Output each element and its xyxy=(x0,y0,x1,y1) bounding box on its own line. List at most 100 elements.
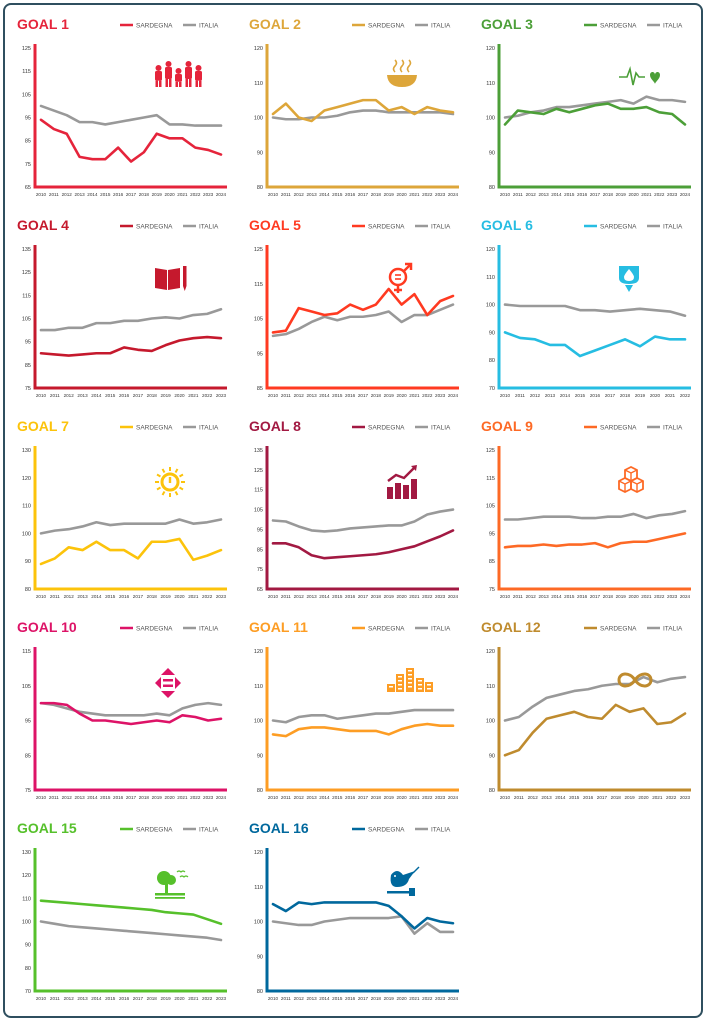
chart-title: GOAL 5 xyxy=(249,217,301,233)
chart-panel-goal-5: GOAL 5 SARDEGNA ITALIA 85 95 105 115 125 2010 201… xyxy=(247,216,479,406)
x-tick-label: 2019 xyxy=(384,996,395,1001)
chart-svg-goal-7: GOAL 7 SARDEGNA ITALIA 80 90 100 110 120 130 2010… xyxy=(17,418,227,599)
x-tick-label: 2017 xyxy=(358,594,369,599)
x-tick-label: 2017 xyxy=(358,393,369,398)
cubes-icon xyxy=(618,465,644,494)
book-pencil-icon xyxy=(155,266,187,291)
chart-title: GOAL 12 xyxy=(481,619,541,635)
legend-label-sardegna: SARDEGNA xyxy=(368,22,405,29)
x-tick-label: 2019 xyxy=(384,393,395,398)
y-tick-label: 135 xyxy=(254,448,263,454)
x-tick-label: 2012 xyxy=(294,393,305,398)
x-tick-label: 2019 xyxy=(152,192,163,197)
y-tick-label: 110 xyxy=(22,504,31,510)
y-tick-label: 120 xyxy=(22,873,31,879)
x-tick-label: 2020 xyxy=(628,192,639,197)
chart-legend: SARDEGNA ITALIA xyxy=(584,625,683,632)
x-tick-label: 2014 xyxy=(555,795,566,800)
chart-legend: SARDEGNA ITALIA xyxy=(584,223,683,230)
x-tick-label: 2024 xyxy=(448,996,459,1001)
chart-legend: SARDEGNA ITALIA xyxy=(352,826,451,833)
series-line-italia xyxy=(271,914,455,935)
y-tick-label: 125 xyxy=(22,270,31,276)
x-tick-label: 2023 xyxy=(216,594,227,599)
x-tick-label: 2018 xyxy=(611,795,622,800)
x-tick-label: 2023 xyxy=(203,192,214,197)
x-tick-label: 2011 xyxy=(281,795,291,800)
chart-legend: SARDEGNA ITALIA xyxy=(584,22,683,29)
x-tick-label: 2014 xyxy=(319,192,330,197)
legend-label-italia: ITALIA xyxy=(431,223,451,230)
chart-legend: SARDEGNA ITALIA xyxy=(120,826,219,833)
x-tick-label: 2013 xyxy=(306,795,317,800)
x-tick-label: 2021 xyxy=(188,594,199,599)
x-tick-label: 2018 xyxy=(139,192,150,197)
x-tick-label: 2022 xyxy=(190,192,201,197)
x-tick-label: 2024 xyxy=(216,192,227,197)
x-tick-label: 2016 xyxy=(113,795,124,800)
y-tick-label: 80 xyxy=(25,966,31,972)
y-tick-label: 105 xyxy=(22,92,31,98)
x-tick-label: 2011 xyxy=(513,594,523,599)
x-tick-label: 2024 xyxy=(680,594,691,599)
y-tick-label: 85 xyxy=(25,363,31,369)
x-tick-label: 2019 xyxy=(616,192,627,197)
y-tick-label: 105 xyxy=(22,684,31,690)
legend-label-sardegna: SARDEGNA xyxy=(600,22,637,29)
chart-legend: SARDEGNA ITALIA xyxy=(120,625,219,632)
x-tick-label: 2012 xyxy=(62,795,73,800)
x-tick-label: 2012 xyxy=(294,795,305,800)
x-tick-label: 2017 xyxy=(126,192,137,197)
x-tick-label: 2014 xyxy=(87,795,98,800)
x-tick-label: 2011 xyxy=(515,393,525,398)
y-tick-label: 65 xyxy=(257,587,263,593)
x-tick-label: 2017 xyxy=(133,393,144,398)
x-tick-label: 2020 xyxy=(174,996,185,1001)
y-tick-label: 80 xyxy=(257,788,263,794)
x-tick-label: 2022 xyxy=(666,795,677,800)
x-tick-label: 2011 xyxy=(281,393,291,398)
chart-svg-goal-4: GOAL 4 SARDEGNA ITALIA 75 85 95 105 115 125 135 20… xyxy=(17,217,227,398)
x-tick-label: 2013 xyxy=(77,594,88,599)
y-tick-label: 110 xyxy=(254,684,263,690)
x-tick-label: 2017 xyxy=(358,996,369,1001)
x-tick-label: 2023 xyxy=(435,393,446,398)
x-tick-label: 2011 xyxy=(49,795,59,800)
x-tick-label: 2010 xyxy=(268,996,279,1001)
x-tick-label: 2015 xyxy=(332,594,343,599)
x-tick-label: 2013 xyxy=(77,393,88,398)
x-tick-label: 2023 xyxy=(203,795,214,800)
x-tick-label: 2018 xyxy=(371,795,382,800)
x-tick-label: 2021 xyxy=(641,594,652,599)
chart-svg-goal-6: GOAL 6 SARDEGNA ITALIA 70 80 90 100 110 120 2010 2… xyxy=(481,217,691,398)
x-tick-label: 2010 xyxy=(36,192,47,197)
y-tick-label: 85 xyxy=(257,547,263,553)
x-tick-label: 2016 xyxy=(577,594,588,599)
y-tick-label: 110 xyxy=(486,81,495,87)
y-tick-label: 75 xyxy=(25,788,31,794)
legend-label-italia: ITALIA xyxy=(663,22,683,29)
chart-panel-goal-2: GOAL 2 SARDEGNA ITALIA 80 90 100 110 120 2010 201… xyxy=(247,15,479,205)
chart-legend: SARDEGNA ITALIA xyxy=(120,22,219,29)
x-tick-label: 2014 xyxy=(319,393,330,398)
legend-label-italia: ITALIA xyxy=(199,22,219,29)
chart-panel-goal-10: GOAL 10 SARDEGNA ITALIA 75 85 95 105 115 2010 201… xyxy=(15,618,247,808)
x-tick-label: 2015 xyxy=(332,795,343,800)
chart-title: GOAL 7 xyxy=(17,418,69,434)
series-line-italia xyxy=(271,708,455,724)
x-tick-label: 2022 xyxy=(202,594,213,599)
x-tick-label: 2017 xyxy=(133,996,144,1001)
x-tick-label: 2016 xyxy=(345,192,356,197)
y-tick-label: 120 xyxy=(22,476,31,482)
x-tick-label: 2013 xyxy=(74,192,85,197)
y-tick-label: 75 xyxy=(489,587,495,593)
y-tick-label: 130 xyxy=(22,448,31,454)
x-tick-label: 2015 xyxy=(569,795,580,800)
y-tick-label: 80 xyxy=(489,788,495,794)
x-tick-label: 2021 xyxy=(409,192,420,197)
chart-panel-goal-4: GOAL 4 SARDEGNA ITALIA 75 85 95 105 115 125 135 20… xyxy=(15,216,247,406)
x-tick-label: 2023 xyxy=(667,192,678,197)
y-tick-label: 100 xyxy=(486,303,495,309)
